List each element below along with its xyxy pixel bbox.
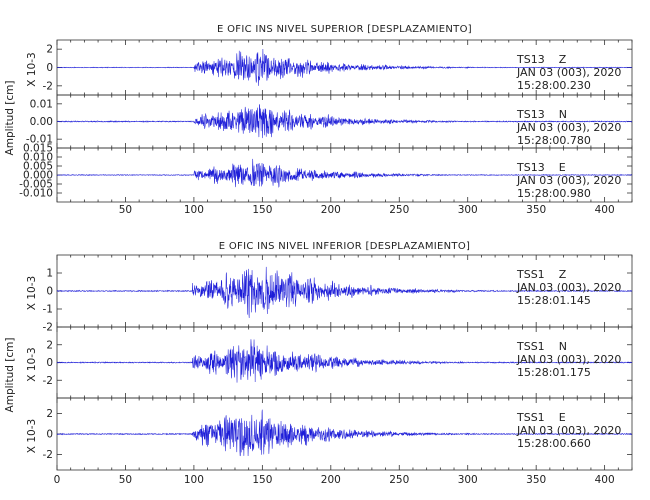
seismic-trace — [56, 103, 633, 139]
station-label: TS13 N — [516, 108, 567, 121]
x-tick-label: 100 — [184, 204, 204, 216]
record-date: JAN 03 (003), 2020 — [516, 281, 621, 294]
y-tick-label: 2 — [46, 44, 53, 56]
seismic-trace — [56, 409, 632, 457]
x-tick-label: 0 — [54, 474, 61, 486]
component-code: N — [559, 108, 567, 121]
y-tick-label: -2 — [43, 80, 53, 92]
record-time: 15:28:00.230 — [517, 79, 591, 92]
y-tick-label: -2 — [43, 375, 53, 387]
chart-title: E OFIC INS NIVEL SUPERIOR [DESPLAZAMIENT… — [217, 24, 472, 35]
record-time: 15:28:01.145 — [517, 294, 591, 307]
station-label: TS13 E — [516, 161, 566, 174]
y-tick-label: 1 — [46, 268, 53, 280]
component-code: N — [559, 340, 567, 353]
x-tick-label: 250 — [389, 474, 409, 486]
x-tick-label: 300 — [458, 204, 478, 216]
y-scale-factor: X 10-3 — [26, 276, 38, 310]
station-code: TS13 — [516, 53, 545, 66]
x-tick-label: 150 — [252, 474, 272, 486]
y-tick-label: 0.010 — [23, 152, 53, 164]
record-date: JAN 03 (003), 2020 — [516, 121, 621, 134]
y-tick-label: 0.005 — [23, 161, 53, 173]
seismic-trace — [56, 48, 633, 86]
component-code: Z — [559, 53, 567, 66]
x-tick-label: 200 — [321, 474, 341, 486]
x-tick-label: 300 — [458, 474, 478, 486]
y-tick-label: -0.01 — [26, 134, 53, 146]
y-scale-factor: X 10-3 — [26, 347, 38, 381]
y-tick-label: -0.010 — [19, 188, 53, 200]
station-label: TSS1 Z — [516, 268, 567, 281]
record-time: 15:28:00.980 — [517, 187, 591, 200]
y-axis-label: Amplitud [cm] — [4, 81, 16, 156]
x-tick-label: 400 — [595, 204, 615, 216]
chart-title: E OFIC INS NIVEL INFERIOR [DESPLAZAMIENT… — [219, 241, 470, 252]
seismic-trace — [56, 266, 633, 318]
y-tick-label: 0.000 — [23, 170, 53, 182]
y-tick-label: 2 — [46, 408, 53, 420]
x-tick-label: 250 — [389, 204, 409, 216]
station-label: TSS1 E — [516, 411, 566, 424]
record-date: JAN 03 (003), 2020 — [516, 353, 621, 366]
x-tick-label: 150 — [252, 204, 272, 216]
record-date: JAN 03 (003), 2020 — [516, 66, 621, 79]
station-code: TS13 — [516, 161, 545, 174]
y-tick-label: -2 — [43, 449, 53, 461]
y-axis-label: Amplitud [cm] — [4, 338, 16, 413]
record-time: 15:28:01.175 — [517, 366, 591, 379]
x-tick-label: 50 — [119, 204, 132, 216]
y-tick-label: 0.00 — [30, 116, 53, 128]
x-tick-label: 350 — [526, 474, 546, 486]
y-tick-label: 0 — [46, 357, 53, 369]
y-tick-label: 0 — [46, 429, 53, 441]
x-tick-label: 100 — [184, 474, 204, 486]
record-date: JAN 03 (003), 2020 — [516, 174, 621, 187]
y-tick-label: -1 — [43, 304, 53, 316]
seismic-trace — [56, 158, 633, 188]
x-tick-label: 350 — [526, 204, 546, 216]
station-code: TSS1 — [516, 340, 545, 353]
y-tick-label: 0 — [46, 286, 53, 298]
station-code: TSS1 — [516, 411, 545, 424]
component-code: E — [559, 411, 566, 424]
station-label: TS13 Z — [516, 53, 567, 66]
x-tick-label: 400 — [595, 474, 615, 486]
station-code: TSS1 — [516, 268, 545, 281]
record-date: JAN 03 (003), 2020 — [516, 424, 621, 437]
y-scale-factor: X 10-3 — [26, 419, 38, 453]
y-tick-label: 0.01 — [30, 98, 53, 110]
y-scale-factor: X 10-3 — [26, 52, 38, 86]
y-tick-label: -2 — [43, 322, 53, 334]
record-time: 15:28:00.780 — [517, 134, 591, 147]
y-tick-label: -0.005 — [19, 179, 53, 191]
seismic-trace — [56, 339, 633, 383]
station-label: TSS1 N — [516, 340, 567, 353]
y-tick-label: 0 — [46, 62, 53, 74]
component-code: Z — [559, 268, 567, 281]
y-tick-label: 0.015 — [23, 143, 53, 155]
x-tick-label: 50 — [119, 474, 132, 486]
station-code: TS13 — [516, 108, 545, 121]
record-time: 15:28:00.660 — [517, 437, 591, 450]
component-code: E — [559, 161, 566, 174]
y-tick-label: 2 — [46, 339, 53, 351]
x-tick-label: 200 — [321, 204, 341, 216]
